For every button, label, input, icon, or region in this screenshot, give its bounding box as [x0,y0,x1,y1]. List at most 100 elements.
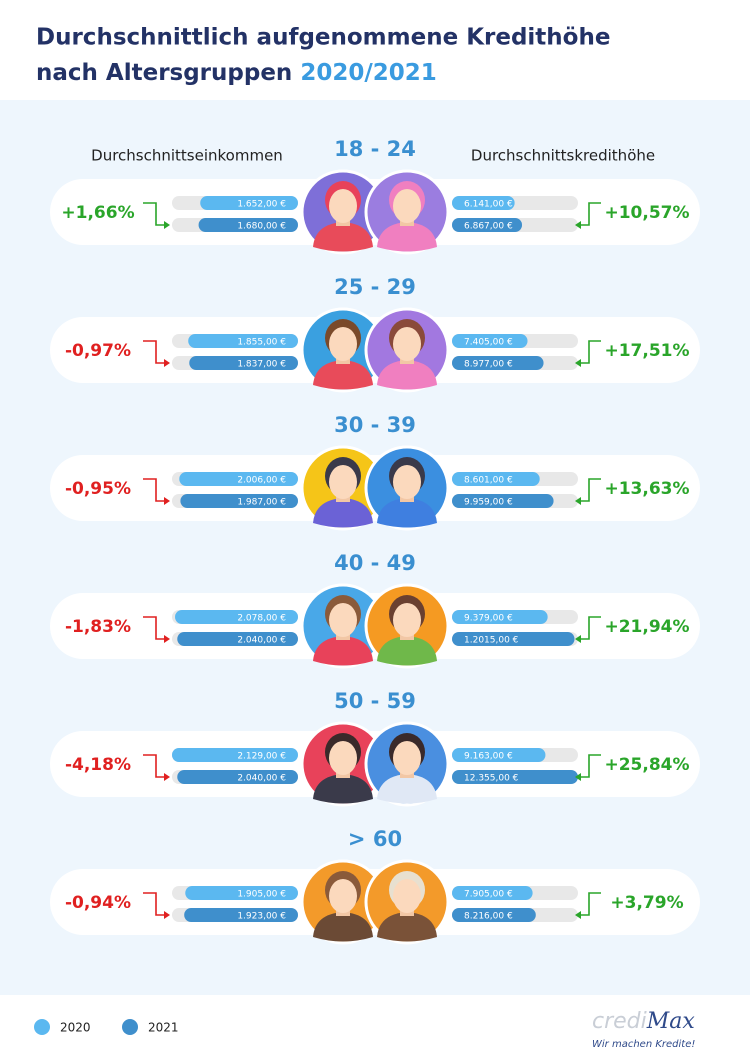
bar [188,334,298,348]
bar [200,196,298,210]
bar [452,632,575,646]
change-label: +1,66% [61,203,134,223]
avatar [300,169,386,255]
right-header: Durchschnittskredithöhe [471,147,655,165]
bar [189,356,298,370]
arrow-head [575,773,581,781]
bar [185,886,298,900]
arrow [143,202,166,226]
bar [452,472,540,486]
change-label: -0,94% [65,893,131,913]
avatar-body [377,222,437,252]
title-text: nach Altersgruppen [36,60,292,86]
avatar-face [393,741,421,775]
bar-label: 6.867,00 € [464,222,513,232]
avatar [300,307,386,393]
avatar [364,583,450,669]
bar-label: 1.923,00 € [237,912,286,922]
age-label: 50 - 59 [334,689,416,713]
age-label: 40 - 49 [334,551,416,575]
bar [172,748,298,762]
bar-label: 8.601,00 € [464,476,513,486]
arrow-head [575,911,581,919]
bar-label: 9.163,00 € [464,752,513,762]
bar [452,494,554,508]
arrow-head [164,221,170,229]
change-label: +3,79% [610,893,683,913]
arrow [143,754,166,778]
avatar [300,445,386,531]
bar [452,610,548,624]
avatar-body [377,498,437,528]
avatar-face [393,327,421,361]
arrow [143,478,166,502]
bar-label: 7.905,00 € [464,890,513,900]
arrow [143,616,166,640]
arrow [579,616,601,640]
bar-label: 2.006,00 € [237,476,286,486]
title: nach Altersgruppen 2020/2021 [36,60,437,86]
bar [452,356,544,370]
bar-label: 1.680,00 € [237,222,286,232]
arrow-head [164,359,170,367]
bar-label: 9.959,00 € [464,498,513,508]
arrow [579,202,601,226]
avatar [300,859,386,945]
avatar-body [377,774,437,804]
arrow-head [164,773,170,781]
bar-label: 2.078,00 € [237,614,286,624]
avatar-face [393,189,421,223]
title: Durchschnittlich aufgenommene Kredithöhe [36,25,610,51]
change-label: +13,63% [604,479,689,499]
avatar [364,307,450,393]
bar [177,632,298,646]
avatar-face [329,465,357,499]
arrow-head [575,359,581,367]
logo-part: Max [646,1009,696,1034]
avatar-body [313,636,373,666]
change-label: +17,51% [604,341,689,361]
bar [175,610,298,624]
legend-swatch [34,1019,50,1035]
arrow [579,340,601,364]
avatar [364,169,450,255]
avatar [364,859,450,945]
left-header: Durchschnittseinkommen [91,147,283,165]
change-label: -4,18% [65,755,131,775]
arrow [143,892,166,916]
avatar-body [377,912,437,942]
age-label: > 60 [348,827,402,851]
avatar-face [329,327,357,361]
avatar-body [313,774,373,804]
avatar-body [313,912,373,942]
arrow-head [575,635,581,643]
change-label: +10,57% [604,203,689,223]
avatar [300,583,386,669]
arrow-head [164,635,170,643]
arrow-head [575,221,581,229]
panel [0,100,750,995]
avatar-face [393,603,421,637]
avatar-body [313,222,373,252]
bar-label: 12.355,00 € [464,774,519,784]
bar-label: 7.405,00 € [464,338,513,348]
bar-label: 2.040,00 € [237,774,286,784]
bar-label: 9.379,00 € [464,614,513,624]
bar-label: 1.987,00 € [237,498,286,508]
arrow [579,892,601,916]
bar [184,908,298,922]
bar [452,748,546,762]
bar [452,334,528,348]
legend-label: 2020 [60,1021,91,1035]
bar [180,494,298,508]
avatar-face [393,465,421,499]
legend-label: 2021 [148,1021,179,1035]
title-years: 2020/2021 [300,60,436,86]
avatar-face [393,879,421,913]
bar [198,218,298,232]
avatar-face [329,879,357,913]
change-label: -0,95% [65,479,131,499]
change-label: +25,84% [604,755,689,775]
bar [177,770,298,784]
